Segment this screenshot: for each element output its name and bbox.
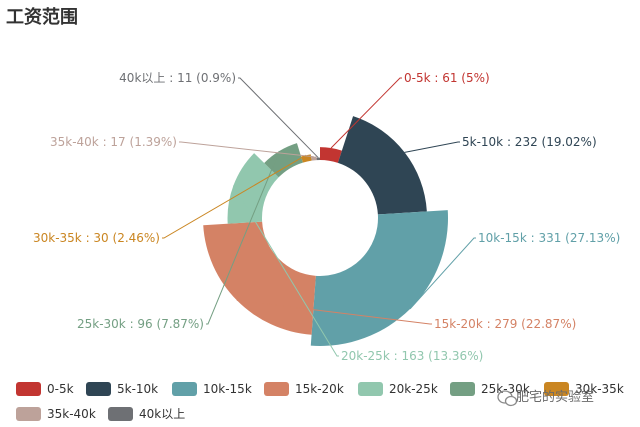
leader-line-15k-20k	[236, 299, 432, 325]
legend-label-10k-15k: 10k-15k	[203, 382, 252, 396]
legend-swatch-0-5k	[16, 382, 41, 396]
legend-item-20k-25k[interactable]: 20k-25k	[358, 382, 438, 396]
slice-label-25k-30k: 25k-30k : 96 (7.87%)	[77, 317, 204, 331]
slice-label-35k-40k: 35k-40k : 17 (1.39%)	[50, 135, 177, 149]
slice-20k-25k[interactable]	[227, 153, 279, 224]
legend-item-5k-10k[interactable]: 5k-10k	[86, 382, 158, 396]
leader-line-25k-30k	[206, 150, 280, 325]
slice-10k-15k[interactable]	[310, 210, 448, 346]
watermark-text: 肥宅的实验室	[516, 389, 594, 405]
slice-labels: 0-5k : 61 (5%) 5k-10k : 232 (19.02%) 10k-1…	[33, 71, 620, 363]
legend-label-40k以上: 40k以上	[139, 407, 185, 421]
legend-swatch-25k-30k	[450, 382, 475, 396]
legend-item-25k-30k[interactable]: 25k-30k	[450, 382, 530, 396]
legend-swatch-35k-40k	[16, 407, 41, 421]
leader-line-20k-25k	[232, 185, 339, 357]
legend-item-15k-20k[interactable]: 15k-20k	[264, 382, 344, 396]
chart-title: 工资范围	[6, 6, 78, 28]
legend-item-40k以上[interactable]: 40k以上	[108, 407, 185, 421]
legend-swatch-30k-35k	[544, 382, 569, 396]
legend-label-5k-10k: 5k-10k	[117, 382, 158, 396]
legend-item-10k-15k[interactable]: 10k-15k	[172, 382, 252, 396]
label-leader-lines	[162, 77, 476, 357]
watermark: 肥宅的实验室	[497, 389, 594, 407]
leader-line-30k-35k	[162, 154, 307, 239]
legend-swatch-10k-15k	[172, 382, 197, 396]
legend-item-0-5k[interactable]: 0-5k	[16, 382, 74, 396]
legend-swatch-5k-10k	[86, 382, 111, 396]
slice-25k-30k[interactable]	[264, 143, 303, 178]
slice-15k-20k[interactable]	[203, 221, 316, 335]
slice-40k以上[interactable]	[316, 157, 320, 161]
wechat-icon	[497, 390, 518, 407]
legend-label-0-5k: 0-5k	[47, 382, 74, 396]
legend-swatch-40k以上	[108, 407, 133, 421]
leader-line-35k-40k	[179, 141, 314, 158]
legend-label-35k-40k: 35k-40k	[47, 407, 96, 421]
slice-label-5k-10k: 5k-10k : 232 (19.02%)	[462, 135, 597, 149]
slice-label-40k以上: 40k以上 : 11 (0.9%)	[119, 71, 236, 85]
legend-swatch-15k-20k	[264, 382, 289, 396]
legend-item-30k-35k[interactable]: 30k-35k	[544, 382, 624, 396]
slice-label-20k-25k: 20k-25k : 163 (13.36%)	[341, 349, 483, 363]
legend-swatch-20k-25k	[358, 382, 383, 396]
legend-label-15k-20k: 15k-20k	[295, 382, 344, 396]
leader-line-40k以上	[238, 77, 319, 159]
legend-label-25k-30k: 25k-30k	[481, 382, 530, 396]
slice-label-15k-20k: 15k-20k : 279 (22.87%)	[434, 317, 576, 331]
slice-label-0-5k: 0-5k : 61 (5%)	[404, 71, 490, 85]
slice-5k-10k[interactable]	[337, 116, 427, 215]
leader-line-10k-15k	[409, 237, 476, 310]
leader-line-5k-10k	[404, 141, 460, 153]
slice-0-5k[interactable]	[320, 147, 342, 163]
slice-label-30k-35k: 30k-35k : 30 (2.46%)	[33, 231, 160, 245]
legend-item-35k-40k[interactable]: 35k-40k	[16, 407, 96, 421]
legend-label-30k-35k: 30k-35k	[575, 382, 624, 396]
leader-line-0-5k	[330, 77, 402, 149]
slice-35k-40k[interactable]	[311, 156, 317, 161]
legend: 0-5k 5k-10k 10k-15k 15k-20k 20k-25k 25k-30k 30…	[16, 382, 624, 421]
legend-label-20k-25k: 20k-25k	[389, 382, 438, 396]
slice-label-10k-15k: 10k-15k : 331 (27.13%)	[478, 231, 620, 245]
